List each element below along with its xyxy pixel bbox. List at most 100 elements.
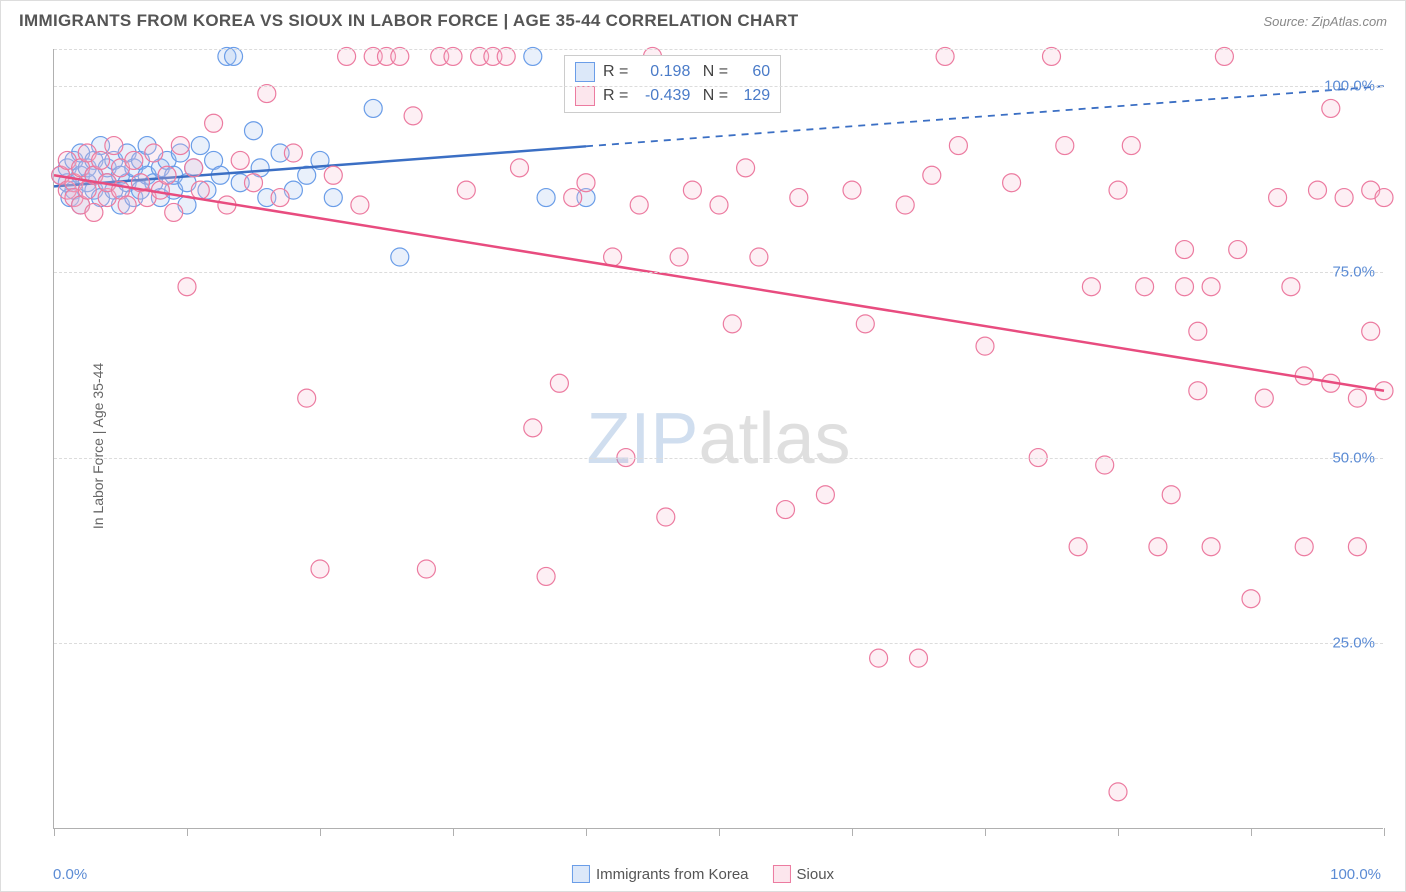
data-point-sioux [923, 166, 941, 184]
y-tick-label: 50.0% [1332, 449, 1375, 466]
data-point-sioux [1109, 181, 1127, 199]
x-axis-max-label: 100.0% [1330, 866, 1381, 883]
data-point-sioux [205, 114, 223, 132]
data-point-sioux [1362, 322, 1380, 340]
data-point-sioux [1189, 322, 1207, 340]
data-point-sioux [245, 174, 263, 192]
legend-item: Immigrants from Korea [572, 865, 749, 883]
data-point-sioux [537, 567, 555, 585]
stat-n-value: 60 [736, 60, 770, 84]
stats-row-korea: R =0.198 N =60 [575, 60, 770, 84]
data-point-korea [524, 47, 542, 65]
data-point-sioux [1136, 278, 1154, 296]
data-point-sioux [1082, 278, 1100, 296]
data-point-sioux [683, 181, 701, 199]
data-point-sioux [444, 47, 462, 65]
data-point-korea [225, 47, 243, 65]
x-tick [1384, 828, 1385, 836]
data-point-sioux [1375, 189, 1393, 207]
x-tick [1251, 828, 1252, 836]
data-point-sioux [790, 189, 808, 207]
data-point-sioux [1242, 590, 1260, 608]
data-point-sioux [191, 181, 209, 199]
data-point-sioux [1096, 456, 1114, 474]
x-tick [985, 828, 986, 836]
data-point-sioux [737, 159, 755, 177]
data-point-sioux [171, 137, 189, 155]
data-point-sioux [1215, 47, 1233, 65]
data-point-sioux [185, 159, 203, 177]
data-point-sioux [118, 196, 136, 214]
data-point-sioux [1056, 137, 1074, 155]
data-point-sioux [231, 151, 249, 169]
data-point-sioux [391, 47, 409, 65]
x-tick [54, 828, 55, 836]
chart-container: IMMIGRANTS FROM KOREA VS SIOUX IN LABOR … [0, 0, 1406, 892]
data-point-sioux [1202, 278, 1220, 296]
data-point-korea [537, 189, 555, 207]
data-point-sioux [511, 159, 529, 177]
data-point-sioux [324, 166, 342, 184]
stats-row-sioux: R =-0.439 N =129 [575, 84, 770, 108]
data-point-sioux [457, 181, 475, 199]
data-point-sioux [550, 374, 568, 392]
data-point-sioux [1282, 278, 1300, 296]
data-point-sioux [1069, 538, 1087, 556]
data-point-sioux [816, 486, 834, 504]
data-point-sioux [856, 315, 874, 333]
plot-area: ZIPatlas R =0.198 N =60R =-0.439 N =129 … [53, 49, 1383, 829]
y-tick-label: 100.0% [1324, 78, 1375, 95]
gridline [54, 49, 1383, 50]
data-point-sioux [657, 508, 675, 526]
data-point-sioux [258, 85, 276, 103]
data-point-sioux [710, 196, 728, 214]
data-point-sioux [1229, 241, 1247, 259]
legend-swatch-icon [572, 865, 590, 883]
data-point-sioux [92, 151, 110, 169]
data-point-sioux [870, 649, 888, 667]
stat-r-label: R = [603, 84, 628, 108]
data-point-sioux [750, 248, 768, 266]
data-point-sioux [1322, 99, 1340, 117]
y-tick-label: 75.0% [1332, 263, 1375, 280]
data-point-sioux [1149, 538, 1167, 556]
data-point-sioux [1309, 181, 1327, 199]
data-point-sioux [949, 137, 967, 155]
data-point-sioux [165, 203, 183, 221]
x-tick [320, 828, 321, 836]
x-tick [719, 828, 720, 836]
data-point-sioux [351, 196, 369, 214]
y-tick-label: 25.0% [1332, 635, 1375, 652]
data-point-sioux [1348, 538, 1366, 556]
chart-title: IMMIGRANTS FROM KOREA VS SIOUX IN LABOR … [19, 11, 798, 31]
gridline [54, 272, 1383, 273]
data-point-sioux [1348, 389, 1366, 407]
legend-label: Immigrants from Korea [596, 866, 749, 883]
x-axis-min-label: 0.0% [53, 866, 87, 883]
x-tick [1118, 828, 1119, 836]
data-point-sioux [271, 189, 289, 207]
data-point-sioux [105, 137, 123, 155]
data-point-korea [245, 122, 263, 140]
data-point-sioux [1269, 189, 1287, 207]
data-point-sioux [577, 174, 595, 192]
correlation-stats-box: R =0.198 N =60R =-0.439 N =129 [564, 55, 781, 113]
stat-r-value: -0.439 [636, 84, 690, 108]
x-tick [852, 828, 853, 836]
data-point-sioux [1189, 382, 1207, 400]
x-tick [586, 828, 587, 836]
source-attribution: Source: ZipAtlas.com [1263, 14, 1387, 29]
data-point-sioux [630, 196, 648, 214]
data-point-sioux [417, 560, 435, 578]
data-point-sioux [1335, 189, 1353, 207]
stat-n-value: 129 [736, 84, 770, 108]
data-point-sioux [1255, 389, 1273, 407]
data-point-sioux [338, 47, 356, 65]
data-point-sioux [976, 337, 994, 355]
data-point-sioux [298, 389, 316, 407]
data-point-sioux [777, 501, 795, 519]
stat-r-label: R = [603, 60, 628, 84]
data-point-sioux [524, 419, 542, 437]
legend-swatch-icon [773, 865, 791, 883]
stats-swatch-icon [575, 62, 595, 82]
